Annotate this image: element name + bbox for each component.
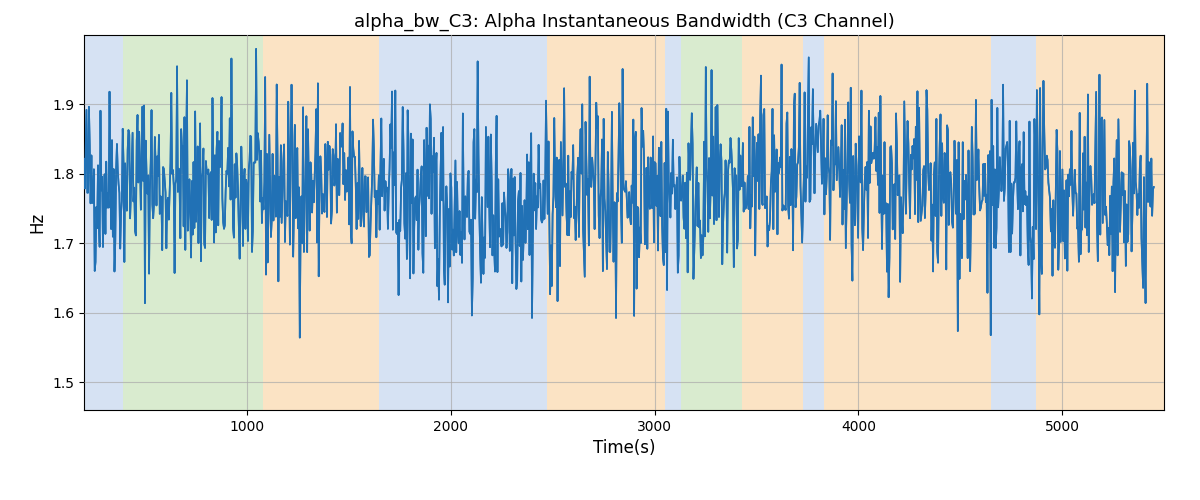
Bar <box>823 35 991 410</box>
Bar <box>84 35 122 410</box>
Bar <box>742 35 803 410</box>
Bar <box>665 35 682 410</box>
X-axis label: Time(s): Time(s) <box>593 440 655 458</box>
Bar <box>1036 35 1164 410</box>
Bar <box>546 35 665 410</box>
Bar <box>682 35 742 410</box>
Y-axis label: Hz: Hz <box>29 212 47 233</box>
Bar <box>379 35 425 410</box>
Bar <box>991 35 1036 410</box>
Bar <box>425 35 546 410</box>
Bar <box>122 35 263 410</box>
Bar <box>803 35 823 410</box>
Title: alpha_bw_C3: Alpha Instantaneous Bandwidth (C3 Channel): alpha_bw_C3: Alpha Instantaneous Bandwid… <box>354 12 894 31</box>
Bar <box>263 35 379 410</box>
